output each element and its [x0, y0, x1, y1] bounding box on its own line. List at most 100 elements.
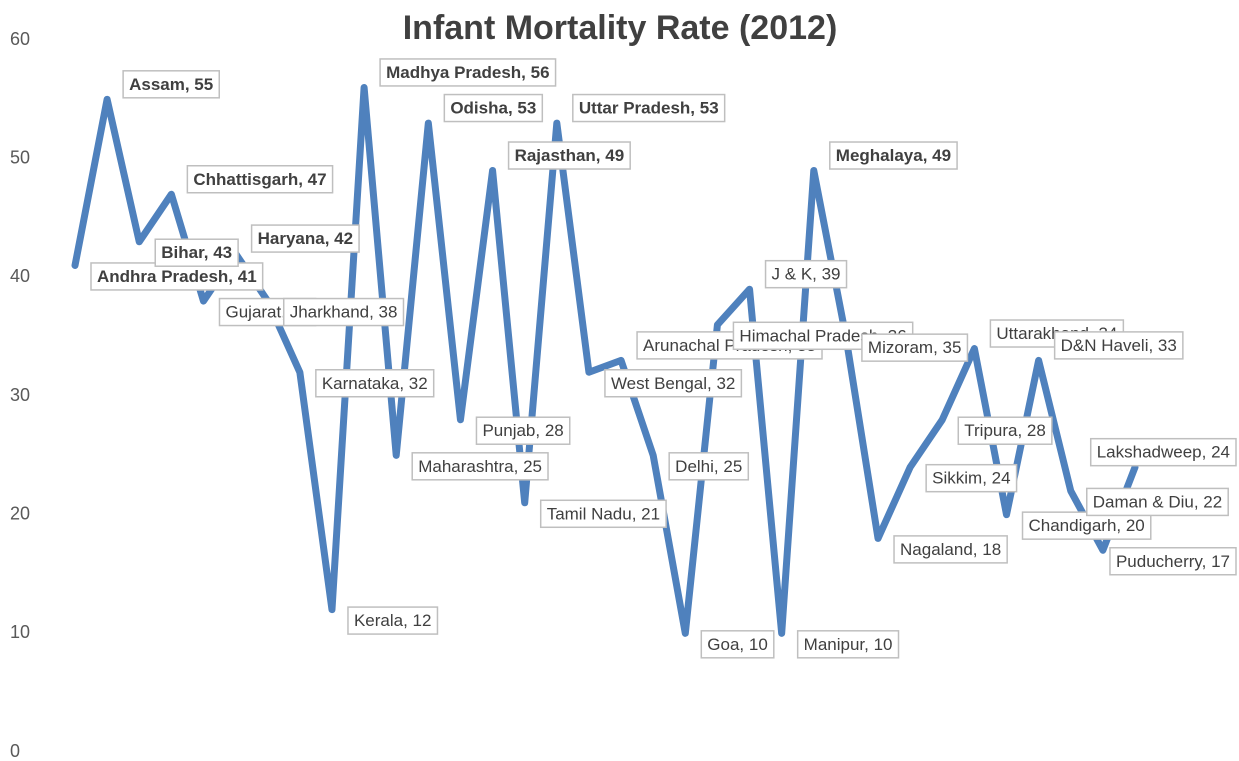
data-label-text: Rajasthan, 49	[515, 146, 625, 165]
data-label-text: Meghalaya, 49	[836, 146, 951, 165]
data-label: Bihar, 43	[154, 238, 239, 267]
y-tick-label: 50	[10, 147, 30, 167]
data-label-text: Daman & Diu, 22	[1093, 492, 1222, 511]
data-label: Haryana, 42	[250, 224, 360, 253]
data-label: Lakshadweep, 24	[1089, 437, 1237, 467]
data-label-text: Chandigarh, 20	[1029, 516, 1145, 535]
data-label-text: Delhi, 25	[675, 457, 742, 476]
y-tick-label: 40	[10, 266, 30, 286]
data-label-box	[861, 333, 969, 362]
data-label-text: Punjab, 28	[482, 421, 563, 440]
data-label-box	[893, 535, 1008, 564]
data-label-text: Tamil Nadu, 21	[547, 504, 660, 523]
data-label: Nagaland, 18	[893, 535, 1008, 564]
data-label-text: Manipur, 10	[804, 635, 893, 654]
data-label-box	[122, 70, 220, 99]
data-label-text: Lakshadweep, 24	[1097, 443, 1230, 462]
data-label-box	[186, 165, 334, 194]
data-label-box	[443, 93, 544, 123]
y-tick-label: 0	[10, 741, 20, 761]
data-label-text: Bihar, 43	[161, 243, 232, 262]
data-label: Delhi, 25	[668, 452, 750, 481]
data-label-box	[668, 452, 750, 481]
data-label-text: Odisha, 53	[450, 99, 536, 118]
data-label-box	[411, 452, 549, 481]
data-label-text: Uttar Pradesh, 53	[579, 99, 719, 118]
data-label-text: D&N Haveli, 33	[1061, 336, 1177, 355]
data-label-box	[1053, 331, 1184, 360]
data-label: Meghalaya, 49	[829, 141, 958, 170]
data-label-box	[957, 416, 1053, 445]
data-label-box	[1021, 511, 1152, 540]
data-label-box	[572, 93, 726, 123]
data-label: Arunachal Pradesh, 33	[636, 331, 823, 360]
data-label-box	[90, 262, 264, 291]
data-label-box	[507, 141, 631, 170]
data-label: Puducherry, 17	[1109, 547, 1237, 576]
data-label-text: Sikkim, 24	[932, 469, 1010, 488]
data-label-box	[154, 238, 239, 267]
data-label: Sikkim, 24	[925, 463, 1018, 493]
data-label: J & K, 39	[764, 259, 848, 289]
data-label-box	[764, 259, 848, 289]
data-label-text: Jharkhand, 38	[290, 303, 398, 322]
data-label: Uttar Pradesh, 53	[572, 93, 726, 123]
data-label: Jharkhand, 38	[282, 297, 405, 327]
data-label-box	[347, 606, 439, 635]
data-label: Rajasthan, 49	[507, 141, 631, 170]
data-label-text: Haryana, 42	[258, 229, 353, 248]
data-label-text: Assam, 55	[129, 75, 213, 94]
data-label: Chhattisgarh, 47	[186, 165, 334, 194]
y-tick-label: 30	[10, 385, 30, 405]
data-label-box	[315, 369, 435, 398]
data-label-text: Chhattisgarh, 47	[193, 170, 326, 189]
data-label: Odisha, 53	[443, 93, 544, 123]
data-label: Kerala, 12	[347, 606, 439, 635]
data-label-box	[539, 499, 667, 529]
data-label: Chandigarh, 20	[1021, 511, 1152, 540]
data-label-box	[1089, 437, 1237, 467]
data-label-text: Nagaland, 18	[900, 540, 1001, 559]
data-label-box	[282, 297, 405, 327]
data-label-text: Andhra Pradesh, 41	[97, 267, 257, 286]
data-label: West Bengal, 32	[604, 369, 743, 398]
data-label-text: Mizoram, 35	[868, 338, 962, 357]
data-label-box	[604, 369, 743, 398]
data-label: Manipur, 10	[796, 630, 900, 659]
data-label-box	[700, 630, 775, 659]
y-tick-label: 20	[10, 503, 30, 523]
data-label: Daman & Diu, 22	[1086, 487, 1229, 517]
data-label: Maharashtra, 25	[411, 452, 549, 481]
data-label-box	[250, 224, 360, 253]
data-label-box	[796, 630, 900, 659]
data-label: Assam, 55	[122, 70, 220, 99]
data-labels: Andhra Pradesh, 41 Assam, 55 Bihar, 43 Chha…	[90, 58, 1237, 659]
data-label: Goa, 10	[700, 630, 775, 659]
data-label-text: Karnataka, 32	[322, 374, 428, 393]
data-label-box	[925, 463, 1018, 493]
data-label-box	[379, 58, 557, 87]
data-label: Tamil Nadu, 21	[539, 499, 667, 529]
data-label-text: J & K, 39	[772, 265, 841, 284]
data-label-box	[829, 141, 958, 170]
data-label-text: Madhya Pradesh, 56	[386, 63, 549, 82]
data-label: Karnataka, 32	[315, 369, 435, 398]
y-tick-label: 60	[10, 29, 30, 49]
data-label: Madhya Pradesh, 56	[379, 58, 557, 87]
data-label-text: Maharashtra, 25	[418, 457, 542, 476]
data-label: Mizoram, 35	[861, 333, 969, 362]
data-label-box	[1109, 547, 1237, 576]
data-label: Andhra Pradesh, 41	[90, 262, 264, 291]
data-label: Tripura, 28	[957, 416, 1053, 445]
data-label-text: Tripura, 28	[964, 421, 1046, 440]
data-label: Punjab, 28	[475, 416, 571, 445]
data-label-text: Puducherry, 17	[1116, 552, 1230, 571]
data-label-box	[1086, 487, 1229, 517]
data-label-box	[475, 416, 571, 445]
data-label-text: Kerala, 12	[354, 611, 432, 630]
data-label: D&N Haveli, 33	[1053, 331, 1184, 360]
y-tick-label: 10	[10, 622, 30, 642]
data-label-text: West Bengal, 32	[611, 374, 735, 393]
data-label-text: Goa, 10	[707, 635, 768, 654]
